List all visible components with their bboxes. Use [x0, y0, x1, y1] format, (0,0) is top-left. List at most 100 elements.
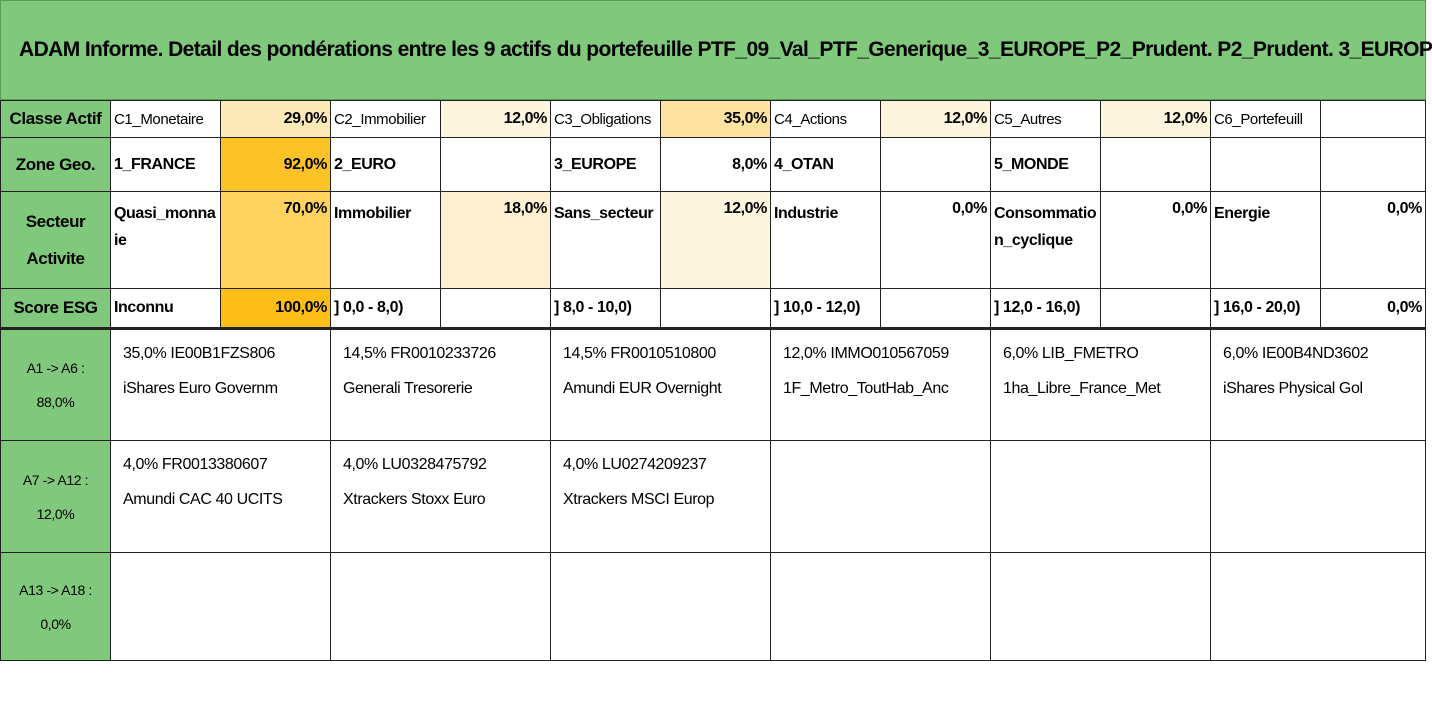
esg-pct-4: [880, 288, 991, 330]
asset-cell: 4,0% LU0274209237 Xtrackers MSCI Europ: [550, 440, 771, 553]
row-classe: Classe Actif C1_Monetaire 29,0% C2_Immobili…: [0, 100, 1426, 138]
asset-row-header-2: A7 -> A12 : 12,0%: [0, 440, 111, 553]
asset-cell: [1210, 552, 1426, 661]
asset-name: Xtrackers MSCI Europ: [563, 491, 715, 508]
secteur-label-4: Industrie: [770, 191, 881, 289]
asset-name: Xtrackers Stoxx Euro: [343, 491, 486, 508]
row-secteur: Secteur Activite Quasi_monnaie 70,0% Immobil…: [0, 191, 1426, 289]
asset-name: 1ha_Libre_France_Met: [1003, 380, 1161, 397]
asset-cell: 6,0% IE00B4ND3602 iShares Physical Gol: [1210, 328, 1426, 441]
secteur-label-2: Immobilier: [330, 191, 441, 289]
asset-weight-isin: 14,5% FR0010510800: [563, 345, 716, 362]
esg-pct-1: 100,0%: [220, 288, 331, 330]
esg-label-4: ] 10,0 - 12,0): [770, 288, 881, 330]
secteur-pct-3: 12,0%: [660, 191, 771, 289]
classe-label-2: C2_Immobilier: [330, 100, 441, 138]
secteur-pct-5: 0,0%: [1100, 191, 1211, 289]
asset-name: Amundi EUR Overnight: [563, 380, 722, 397]
asset-name: Amundi CAC 40 UCITS: [123, 491, 283, 508]
esg-header: Score ESG: [0, 288, 111, 330]
asset-cell: [1210, 440, 1426, 553]
asset-row-range: A1 -> A6 :: [26, 360, 85, 376]
asset-cell: [330, 552, 551, 661]
esg-label-5: ] 12,0 - 16,0): [990, 288, 1101, 330]
esg-pct-5: [1100, 288, 1211, 330]
asset-weight-isin: 12,0% IMMO010567059: [783, 345, 949, 362]
asset-weight-isin: 4,0% FR0013380607: [123, 456, 268, 473]
classe-pct-4: 12,0%: [880, 100, 991, 138]
asset-cell: [990, 440, 1211, 553]
zone-pct-3: 8,0%: [660, 137, 771, 192]
classe-pct-5: 12,0%: [1100, 100, 1211, 138]
asset-row-weight: 0,0%: [40, 615, 71, 632]
classe-label-3: C3_Obligations: [550, 100, 661, 138]
asset-cell: 6,0% LIB_FMETRO 1ha_Libre_France_Met: [990, 328, 1211, 441]
zone-label-6: [1210, 137, 1321, 192]
zone-label-2: 2_EURO: [330, 137, 441, 192]
zone-label-3: 3_EUROPE: [550, 137, 661, 192]
secteur-label-1: Quasi_monnaie: [110, 191, 221, 289]
asset-weight-isin: 14,5% FR0010233726: [343, 345, 496, 362]
asset-cell: 35,0% IE00B1FZS806 iShares Euro Governm: [110, 328, 331, 441]
report-title: ADAM Informe. Detail des pondérations en…: [19, 38, 1432, 61]
asset-row-range: A13 -> A18 :: [19, 581, 92, 598]
esg-label-2: ] 0,0 - 8,0): [330, 288, 441, 330]
asset-cell: [770, 440, 991, 553]
asset-name: iShares Euro Governm: [123, 380, 278, 397]
secteur-label-3: Sans_secteur: [550, 191, 661, 289]
esg-pct-6: 0,0%: [1320, 288, 1426, 330]
zone-pct-1: 92,0%: [220, 137, 331, 192]
weights-table: Classe Actif C1_Monetaire 29,0% C2_Immobili…: [0, 100, 1426, 661]
classe-label-6: C6_Portefeuill: [1210, 100, 1321, 138]
classe-pct-6: [1320, 100, 1426, 138]
row-zone: Zone Geo. 1_FRANCE 92,0% 2_EURO 3_EUROPE 8,0%…: [0, 137, 1426, 192]
asset-row-header-1: A1 -> A6 : 88,0%: [0, 328, 111, 441]
asset-cell: [990, 552, 1211, 661]
asset-row-3: A13 -> A18 : 0,0%: [0, 552, 1426, 661]
secteur-header-line1: Secteur: [25, 212, 86, 231]
secteur-pct-1: 70,0%: [220, 191, 331, 289]
zone-label-4: 4_OTAN: [770, 137, 881, 192]
asset-weight-isin: 4,0% LU0274209237: [563, 456, 707, 473]
classe-label-1: C1_Monetaire: [110, 100, 221, 138]
secteur-header: Secteur Activite: [0, 191, 111, 289]
zone-label-1: 1_FRANCE: [110, 137, 221, 192]
asset-cell: 12,0% IMMO010567059 1F_Metro_ToutHab_Anc: [770, 328, 991, 441]
zone-pct-6: [1320, 137, 1426, 192]
asset-row-range: A7 -> A12 :: [22, 471, 89, 488]
zone-pct-2: [440, 137, 551, 192]
secteur-label-6: Energie: [1210, 191, 1321, 289]
asset-name: Generali Tresorerie: [343, 380, 473, 397]
classe-label-4: C4_Actions: [770, 100, 881, 138]
zone-label-5: 5_MONDE: [990, 137, 1101, 192]
asset-row-1: A1 -> A6 : 88,0% 35,0% IE00B1FZS806 iShares…: [0, 328, 1426, 441]
asset-cell: [110, 552, 331, 661]
asset-weight-isin: 35,0% IE00B1FZS806: [123, 345, 276, 362]
secteur-header-line2: Activite: [26, 249, 85, 268]
asset-cell: [550, 552, 771, 661]
asset-row-header-3: A13 -> A18 : 0,0%: [0, 552, 111, 661]
asset-cell: 4,0% FR0013380607 Amundi CAC 40 UCITS: [110, 440, 331, 553]
zone-pct-4: [880, 137, 991, 192]
asset-name: 1F_Metro_ToutHab_Anc: [783, 380, 949, 397]
secteur-pct-6: 0,0%: [1320, 191, 1426, 289]
esg-pct-3: [660, 288, 771, 330]
classe-pct-1: 29,0%: [220, 100, 331, 138]
report-title-banner: ADAM Informe. Detail des pondérations en…: [0, 0, 1432, 100]
row-esg: Score ESG Inconnu 100,0%] 0,0 - 8,0) ] 8,0 …: [0, 288, 1426, 330]
asset-cell: 14,5% FR0010233726 Generali Tresorerie: [330, 328, 551, 441]
classe-header: Classe Actif: [0, 100, 111, 138]
esg-label-1: Inconnu: [110, 288, 221, 330]
esg-label-3: ] 8,0 - 10,0): [550, 288, 661, 330]
zone-header: Zone Geo.: [0, 137, 111, 192]
asset-cell: [770, 552, 991, 661]
esg-label-6: ] 16,0 - 20,0): [1210, 288, 1321, 330]
secteur-pct-4: 0,0%: [880, 191, 991, 289]
asset-weight-isin: 6,0% LIB_FMETRO: [1003, 345, 1139, 362]
secteur-pct-2: 18,0%: [440, 191, 551, 289]
classe-pct-2: 12,0%: [440, 100, 551, 138]
classe-label-5: C5_Autres: [990, 100, 1101, 138]
asset-cell: 4,0% LU0328475792 Xtrackers Stoxx Euro: [330, 440, 551, 553]
asset-row-2: A7 -> A12 : 12,0% 4,0% FR0013380607 Amundi …: [0, 440, 1426, 553]
asset-row-weight: 12,0%: [36, 505, 75, 522]
